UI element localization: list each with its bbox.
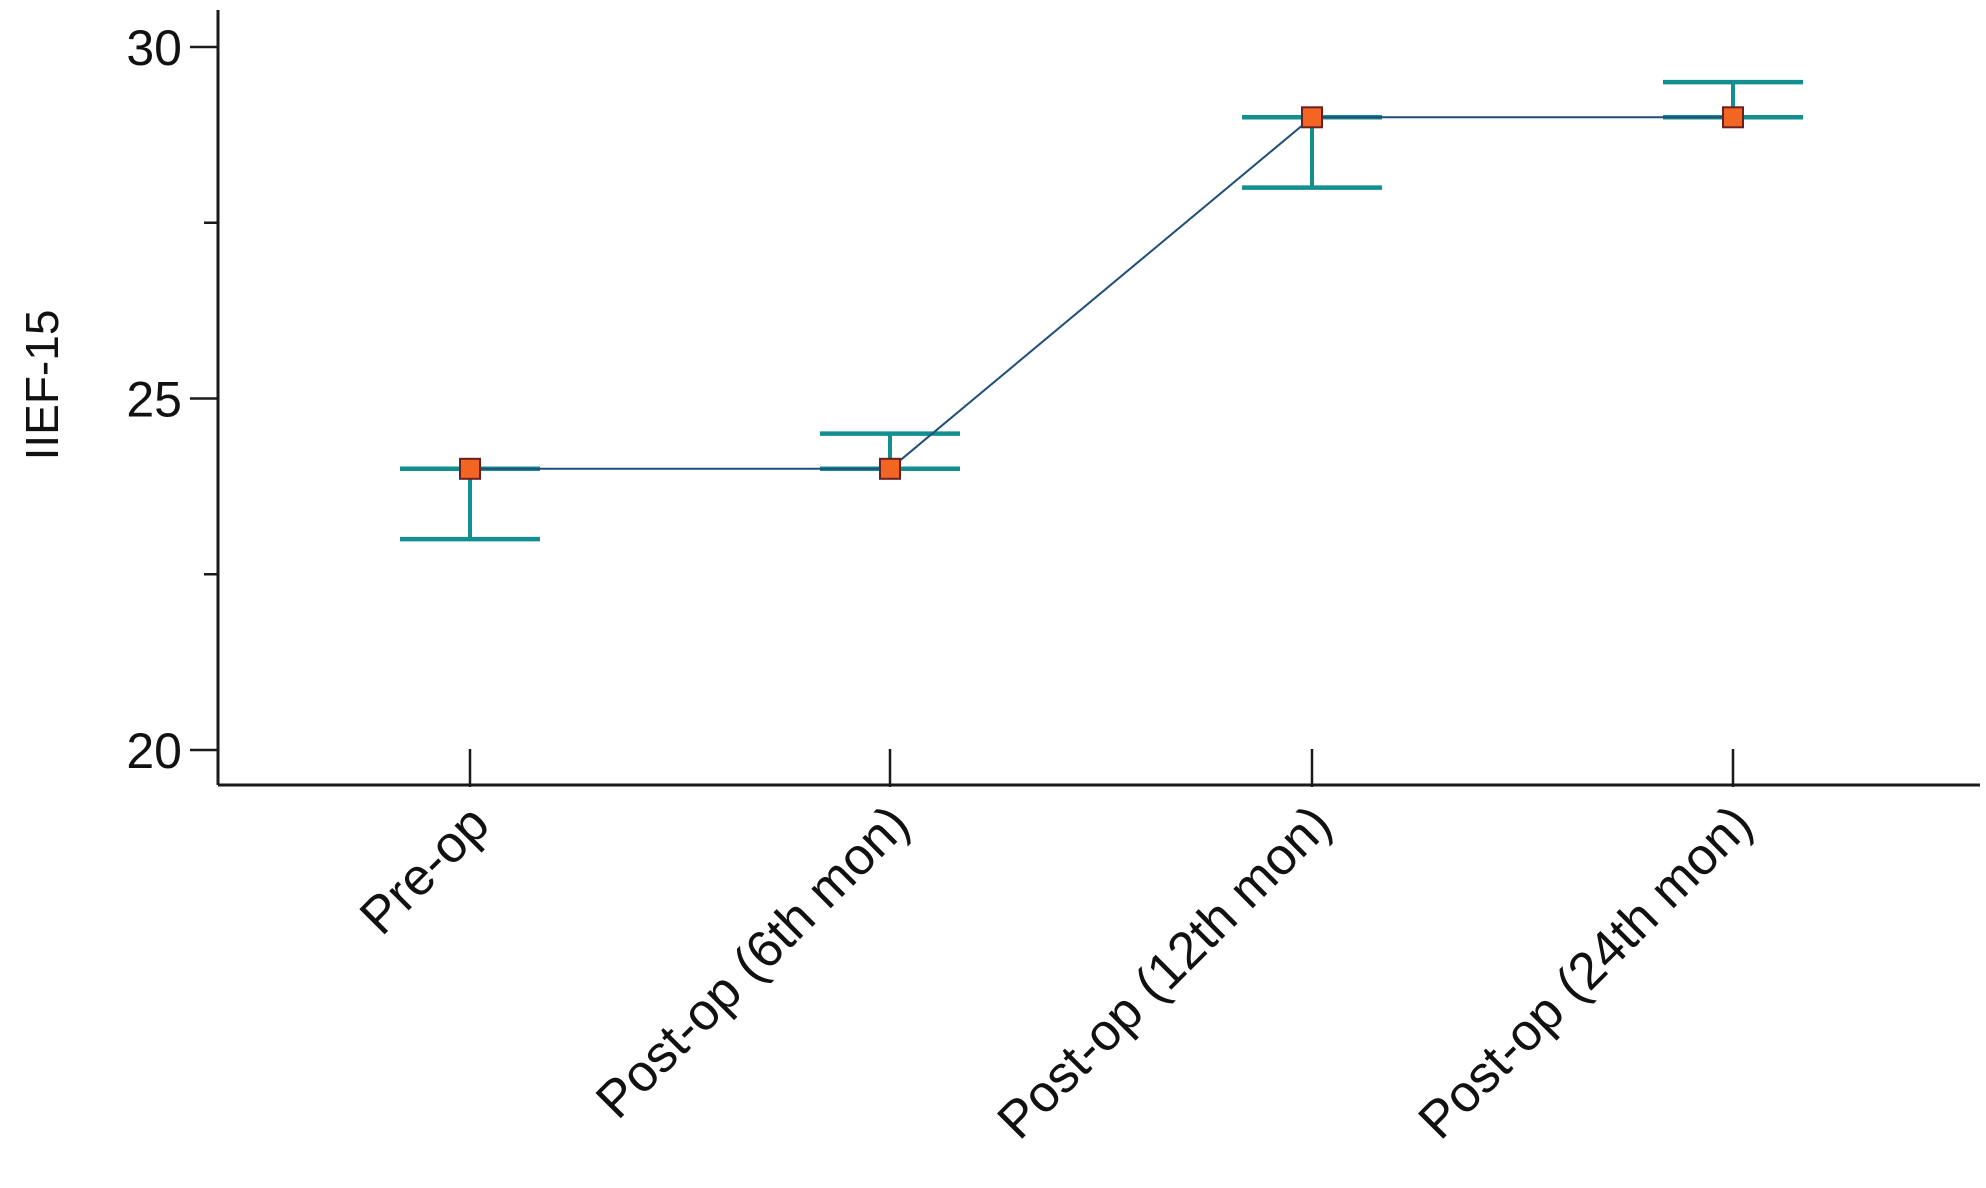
y-tick-label: 25 bbox=[126, 372, 182, 428]
markers bbox=[459, 106, 1744, 480]
x-ticks: Pre-op Post-op (6th mon) Post-op (12th mon… bbox=[349, 749, 1763, 1150]
x-tick-label: Pre-op bbox=[349, 794, 500, 945]
data-point-marker bbox=[879, 457, 901, 480]
data-point-marker bbox=[1722, 106, 1744, 129]
y-ticks: 20 25 30 bbox=[126, 20, 218, 779]
x-tick-label: Post-op (12th mon) bbox=[987, 794, 1343, 1150]
data-point-marker bbox=[1301, 106, 1323, 129]
x-tick-label: Post-op (6th mon) bbox=[585, 794, 920, 1129]
x-tick-label: Post-op (24th mon) bbox=[1408, 794, 1764, 1150]
y-tick-label: 30 bbox=[126, 20, 182, 76]
data-point-marker bbox=[459, 457, 481, 480]
plot-area: 20 25 30 Pre-op Post-op (6th mon) Post-op (1… bbox=[126, 10, 1980, 1150]
series-lines bbox=[470, 116, 1733, 470]
y-axis-label: IIEF-15 bbox=[16, 310, 68, 461]
series-line-segment bbox=[889, 116, 1313, 470]
y-tick-label: 20 bbox=[126, 723, 182, 779]
error-bars bbox=[400, 79, 1803, 542]
